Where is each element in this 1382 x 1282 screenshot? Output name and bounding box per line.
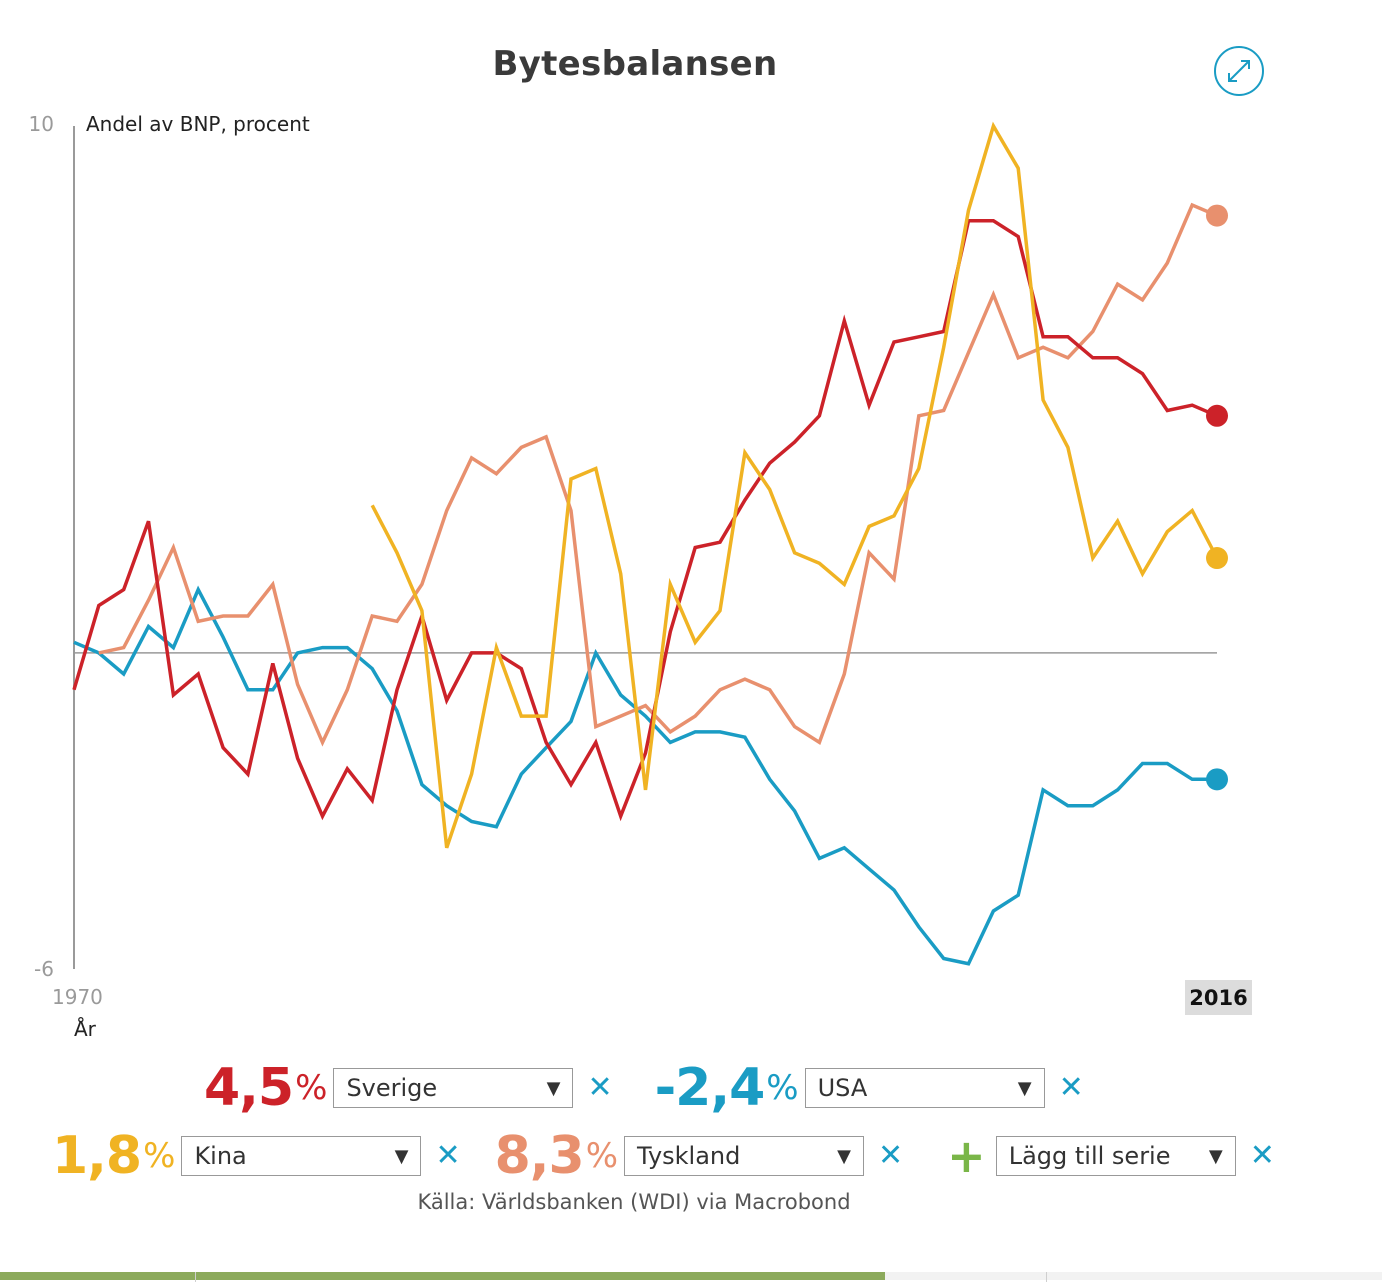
add-series-label: Lägg till serie (1008, 1142, 1171, 1170)
chevron-down-icon: ▼ (546, 1077, 561, 1099)
expand-icon[interactable] (1214, 46, 1264, 96)
tyskland-unit: % (585, 1136, 619, 1176)
legend-sverige: 4,5 % Sverige ▼ ✕ (204, 1062, 613, 1114)
legend-kina: 1,8 % Kina ▼ ✕ (52, 1130, 461, 1182)
add-series-select[interactable]: Lägg till serie ▼ (995, 1136, 1236, 1176)
remove-add-series-icon[interactable]: ✕ (1249, 1138, 1275, 1173)
plus-icon[interactable]: + (947, 1129, 986, 1183)
line-chart: 10 -6 Andel av BNP, procent 1970 År (29, 112, 1228, 1041)
series-line-kina (370, 121, 1219, 849)
chart-title: Bytesbalansen (492, 44, 778, 84)
chevron-down-icon: ▼ (1208, 1145, 1223, 1167)
x-tick-label-end: 2016 (1185, 980, 1252, 1015)
usa-value: -2,4 (654, 1058, 766, 1118)
chevron-down-icon: ▼ (394, 1145, 409, 1167)
progress-divider (1046, 1272, 1047, 1282)
x-axis-label: År (74, 1017, 97, 1041)
series-end-point-sverige[interactable] (1206, 404, 1228, 427)
kina-value: 1,8 (52, 1126, 142, 1186)
tyskland-value: 8,3 (494, 1126, 585, 1186)
kina-unit: % (143, 1136, 176, 1176)
series-end-point-tyskland[interactable] (1206, 204, 1228, 227)
legend-add-series: + Lägg till serie ▼ ✕ (947, 1133, 1275, 1179)
legend-row-2: 1,8 % Kina ▼ ✕ 8,3 % Tyskland ▼ ✕ + Lägg… (52, 1130, 1275, 1182)
legend-row-1: 4,5 % Sverige ▼ ✕ -2,4 % USA ▼ ✕ (204, 1062, 1084, 1114)
series-line-usa (73, 585, 1217, 966)
kina-country-select[interactable]: Kina ▼ (181, 1136, 422, 1176)
kina-country-label: Kina (194, 1142, 247, 1170)
usa-unit: % (766, 1068, 799, 1108)
series-end-point-usa[interactable] (1206, 768, 1228, 791)
tyskland-country-label: Tyskland (637, 1142, 741, 1170)
series-line-tyskland (98, 202, 1218, 747)
y-tick-label-top: 10 (29, 112, 54, 136)
series-layer (72, 121, 1228, 966)
series-end-point-kina[interactable] (1206, 547, 1228, 570)
sverige-unit: % (295, 1068, 328, 1108)
usa-country-label: USA (817, 1074, 868, 1102)
remove-usa-icon[interactable]: ✕ (1058, 1070, 1084, 1105)
sverige-country-select[interactable]: Sverige ▼ (333, 1068, 574, 1108)
x-tick-label-start: 1970 (52, 985, 103, 1009)
chevron-down-icon: ▼ (1017, 1077, 1032, 1099)
source-note: Källa: Världsbanken (WDI) via Macrobond (417, 1190, 851, 1214)
progress-fill (0, 1272, 885, 1280)
remove-kina-icon[interactable]: ✕ (435, 1138, 461, 1173)
remove-sverige-icon[interactable]: ✕ (587, 1070, 613, 1105)
y-axis-label: Andel av BNP, procent (86, 112, 310, 136)
tyskland-country-select[interactable]: Tyskland ▼ (624, 1136, 865, 1176)
chevron-down-icon: ▼ (837, 1145, 852, 1167)
series-line-sverige (72, 219, 1218, 822)
legend-tyskland: 8,3 % Tyskland ▼ ✕ (495, 1130, 904, 1182)
usa-country-select[interactable]: USA ▼ (804, 1068, 1045, 1108)
progress-divider (195, 1272, 196, 1282)
sverige-value: 4,5 (204, 1058, 294, 1118)
remove-tyskland-icon[interactable]: ✕ (878, 1138, 904, 1173)
y-tick-label-bottom: -6 (34, 957, 54, 981)
legend-usa: -2,4 % USA ▼ ✕ (655, 1062, 1084, 1114)
sverige-country-label: Sverige (346, 1074, 438, 1102)
